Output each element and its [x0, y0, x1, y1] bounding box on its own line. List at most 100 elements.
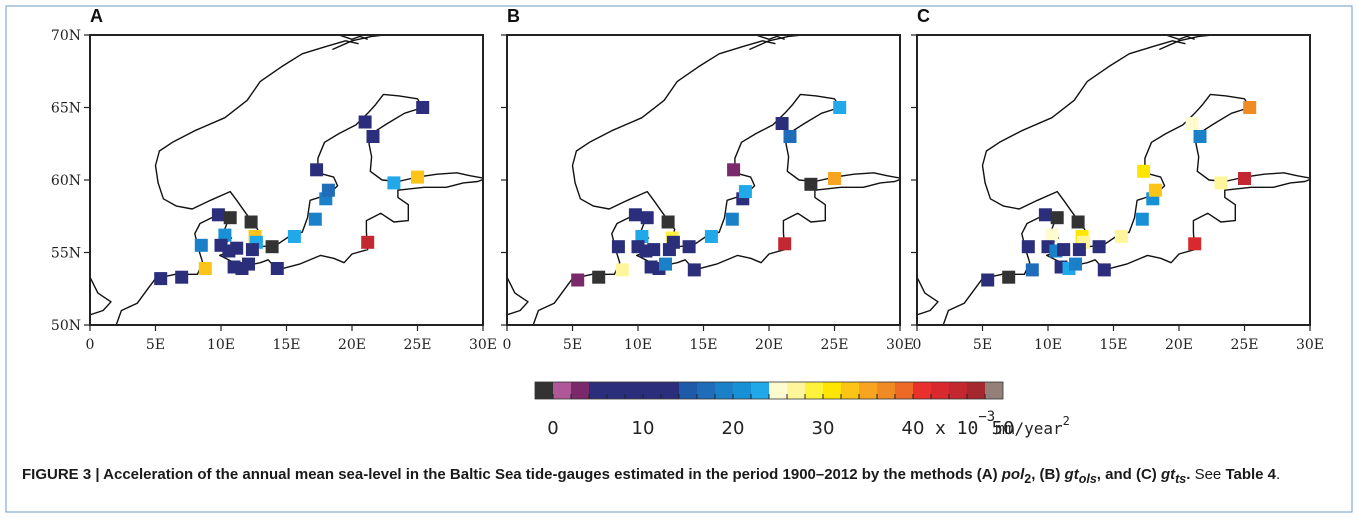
station-marker	[266, 240, 279, 253]
figure-caption: FIGURE 3 | Acceleration of the annual me…	[22, 464, 1342, 490]
station-marker	[1137, 165, 1150, 178]
station-marker	[154, 272, 167, 285]
colorbar-swatch	[931, 382, 949, 399]
station-marker	[212, 208, 225, 221]
x-tick-label: 0	[503, 337, 512, 353]
panel-label: B	[507, 6, 520, 26]
panel-frame	[90, 35, 483, 325]
caption-method-2-sub: ols	[1079, 472, 1097, 486]
x-tick-label: 0	[913, 337, 922, 353]
station-marker	[662, 216, 675, 229]
station-marker	[310, 163, 323, 176]
colorbar-swatch	[805, 382, 823, 399]
colorbar-tick-label: 30	[812, 418, 835, 439]
colorbar-swatch	[787, 382, 805, 399]
station-marker	[309, 213, 322, 226]
colorbar-swatch	[733, 382, 751, 399]
station-marker	[230, 242, 243, 255]
panel-frame	[507, 35, 900, 325]
caption-final: .	[1276, 466, 1280, 483]
station-marker	[242, 258, 255, 271]
x-tick-label: 5E	[973, 337, 992, 353]
colorbar-swatch	[679, 382, 697, 399]
caption-method-3: gt	[1161, 466, 1175, 483]
colorbar-tick-label: 10	[632, 418, 655, 439]
station-marker	[1098, 263, 1111, 276]
x-tick-label: 25E	[403, 337, 431, 353]
station-marker	[387, 176, 400, 189]
station-marker	[224, 211, 237, 224]
station-marker	[629, 208, 642, 221]
station-marker	[727, 163, 740, 176]
station-marker	[1238, 172, 1251, 185]
station-marker	[616, 263, 629, 276]
colorbar: 0 10 20 30 40 50x 10−3mm/year2	[535, 382, 1070, 439]
colorbar-swatch	[841, 382, 859, 399]
station-marker	[828, 172, 841, 185]
station-marker	[1243, 101, 1256, 114]
colorbar-swatch	[877, 382, 895, 399]
colorbar-swatch	[823, 382, 841, 399]
panel-frame	[917, 35, 1310, 325]
x-tick-label: 20E	[338, 337, 366, 353]
coastline	[90, 35, 486, 325]
colorbar-swatch	[895, 382, 913, 399]
station-marker	[367, 130, 380, 143]
station-marker	[784, 130, 797, 143]
x-tick-label: 30E	[886, 337, 914, 353]
x-tick-label: 0	[86, 337, 95, 353]
station-marker	[245, 216, 258, 229]
station-marker	[1073, 243, 1086, 256]
station-marker	[288, 230, 301, 243]
station-marker	[641, 211, 654, 224]
station-marker	[776, 117, 789, 130]
panel-label: A	[90, 6, 103, 26]
station-marker	[663, 243, 676, 256]
colorbar-swatch	[715, 382, 733, 399]
station-marker	[1039, 208, 1052, 221]
colorbar-swatch	[643, 382, 661, 399]
x-tick-label: 30E	[469, 337, 497, 353]
x-tick-label: 25E	[820, 337, 848, 353]
station-marker	[726, 213, 739, 226]
coastline	[917, 35, 1313, 325]
station-marker	[1214, 176, 1227, 189]
map-panels: A 0 5E 10E 15E 20E 25E 30E 50N 55N 60N 65N 70N B 0 5E 10…	[51, 6, 1324, 353]
station-marker	[688, 263, 701, 276]
x-tick-label: 10E	[207, 337, 235, 353]
station-marker	[359, 116, 372, 129]
station-marker	[246, 243, 259, 256]
station-marker	[1069, 258, 1082, 271]
colorbar-swatch	[697, 382, 715, 399]
station-marker	[1026, 263, 1039, 276]
colorbar-swatch	[535, 382, 553, 399]
station-marker	[981, 274, 994, 287]
x-tick-label: 10E	[1034, 337, 1062, 353]
unit-prefix: x 10	[935, 418, 978, 439]
colorbar-tick-label: 20	[722, 418, 745, 439]
colorbar-swatch	[553, 382, 571, 399]
map-panel-a: A 0 5E 10E 15E 20E 25E 30E 50N 55N 60N 65N 70N	[51, 6, 497, 353]
station-marker	[1022, 240, 1035, 253]
y-tick-label: 50N	[51, 318, 81, 334]
colorbar-swatch	[661, 382, 679, 399]
colorbar-swatch	[769, 382, 787, 399]
station-marker	[1188, 237, 1201, 250]
x-tick-label: 10E	[624, 337, 652, 353]
station-marker	[322, 184, 335, 197]
caption-see: See	[1190, 466, 1225, 483]
x-tick-label: 20E	[1165, 337, 1193, 353]
x-tick-label: 15E	[689, 337, 717, 353]
map-panel-b: B0 5E 10E 15E 20E 25E 30E	[501, 6, 914, 353]
station-marker	[1093, 240, 1106, 253]
station-marker	[1194, 130, 1207, 143]
caption-text: Acceleration of the annual mean sea-leve…	[103, 466, 1002, 483]
x-tick-label: 30E	[1296, 337, 1324, 353]
station-marker	[778, 237, 791, 250]
colorbar-tick-label: 0	[547, 418, 558, 439]
colorbar-swatch	[571, 382, 589, 399]
unit-suffix: mm/year	[995, 419, 1063, 438]
station-marker	[612, 240, 625, 253]
station-marker	[705, 230, 718, 243]
